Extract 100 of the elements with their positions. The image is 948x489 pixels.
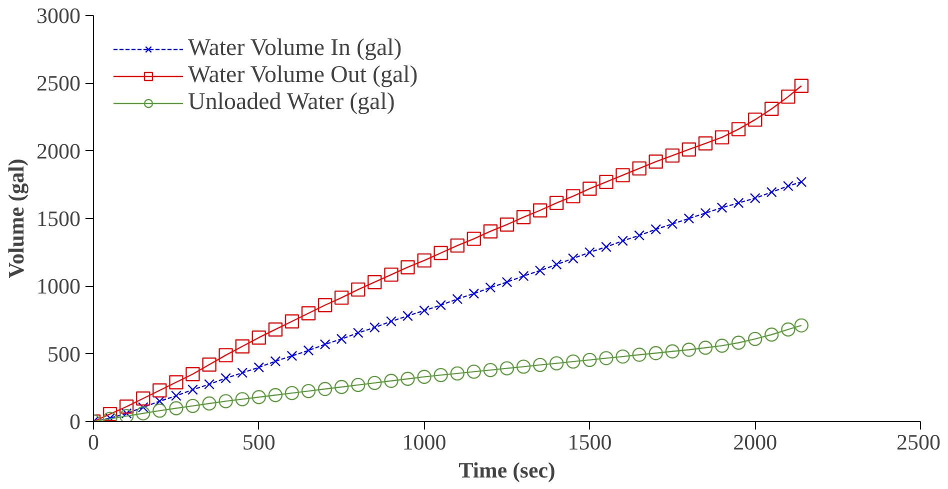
point (648, 346, 663, 360)
point (252, 330, 266, 345)
point (764, 328, 779, 342)
point (716, 202, 728, 213)
point (566, 189, 580, 204)
point (700, 208, 711, 218)
point (632, 348, 646, 362)
point (500, 361, 514, 376)
point (434, 368, 448, 382)
point (601, 242, 612, 252)
point (733, 198, 744, 208)
point (334, 380, 349, 394)
point (714, 338, 730, 353)
point (582, 352, 597, 368)
point (417, 253, 432, 268)
point (516, 360, 531, 374)
point (235, 392, 250, 406)
point (102, 406, 118, 422)
point (516, 210, 531, 224)
y-tick-label: 1000 (36, 274, 80, 299)
legend-label: Water Volume Out (gal) (188, 62, 418, 89)
point (284, 314, 300, 328)
x-tick-label: 1500 (568, 430, 612, 454)
point (550, 196, 564, 210)
point (748, 332, 762, 346)
point (731, 122, 746, 136)
point (748, 112, 762, 127)
point (202, 396, 216, 411)
legend-label: Unloaded Water (gal) (188, 89, 395, 116)
point (500, 217, 514, 232)
point (550, 356, 564, 370)
point (171, 390, 182, 401)
x-tick-label: 2500 (896, 430, 940, 454)
point (665, 148, 680, 163)
point (485, 282, 496, 293)
point (368, 275, 382, 290)
point (599, 351, 614, 366)
y-tick-label: 0 (70, 409, 80, 434)
point (119, 400, 134, 414)
point (616, 349, 630, 364)
point (436, 300, 446, 310)
point (270, 356, 281, 366)
y-tick-label: 3000 (36, 3, 80, 28)
point (320, 339, 330, 350)
point (466, 232, 482, 246)
point (402, 310, 413, 322)
point (582, 182, 597, 196)
point (532, 203, 548, 218)
point (318, 298, 332, 312)
y-tick-label: 500 (48, 341, 80, 366)
point (254, 362, 264, 373)
point (417, 370, 432, 384)
point (781, 322, 796, 337)
point (154, 396, 165, 406)
point (450, 238, 464, 253)
point (618, 236, 628, 246)
point (351, 282, 366, 297)
point (334, 290, 349, 305)
point (384, 268, 398, 282)
point (188, 384, 198, 395)
point (186, 367, 200, 382)
y-tick-label: 2000 (36, 138, 80, 164)
point (766, 186, 777, 198)
point (667, 218, 678, 230)
point (616, 168, 630, 182)
y-axis-title: Volume (gal) (4, 158, 28, 278)
point (682, 342, 696, 357)
point (665, 344, 680, 358)
point (794, 78, 809, 93)
point (634, 230, 645, 241)
point (682, 142, 696, 157)
point (169, 401, 184, 416)
point (218, 348, 233, 362)
point (318, 382, 332, 396)
point (220, 372, 232, 384)
point (566, 354, 580, 369)
point (368, 376, 382, 390)
point (782, 180, 794, 192)
x-tick-label: 2000 (733, 430, 778, 454)
point (632, 161, 646, 176)
point (303, 345, 314, 356)
point (648, 154, 663, 169)
point (152, 383, 167, 398)
point (468, 288, 480, 299)
x-tick-label: 500 (242, 430, 276, 454)
point (268, 322, 283, 337)
point (483, 224, 498, 238)
point (684, 213, 694, 224)
x-tick-label: 0 (88, 430, 99, 454)
point (152, 404, 167, 418)
point (204, 379, 214, 390)
point (169, 375, 184, 390)
point (202, 358, 216, 372)
point (650, 224, 662, 235)
point (450, 366, 464, 381)
point (419, 305, 430, 316)
point (750, 193, 760, 204)
point (400, 372, 415, 386)
y-tick-label: 1500 (36, 206, 80, 231)
point (351, 378, 366, 392)
